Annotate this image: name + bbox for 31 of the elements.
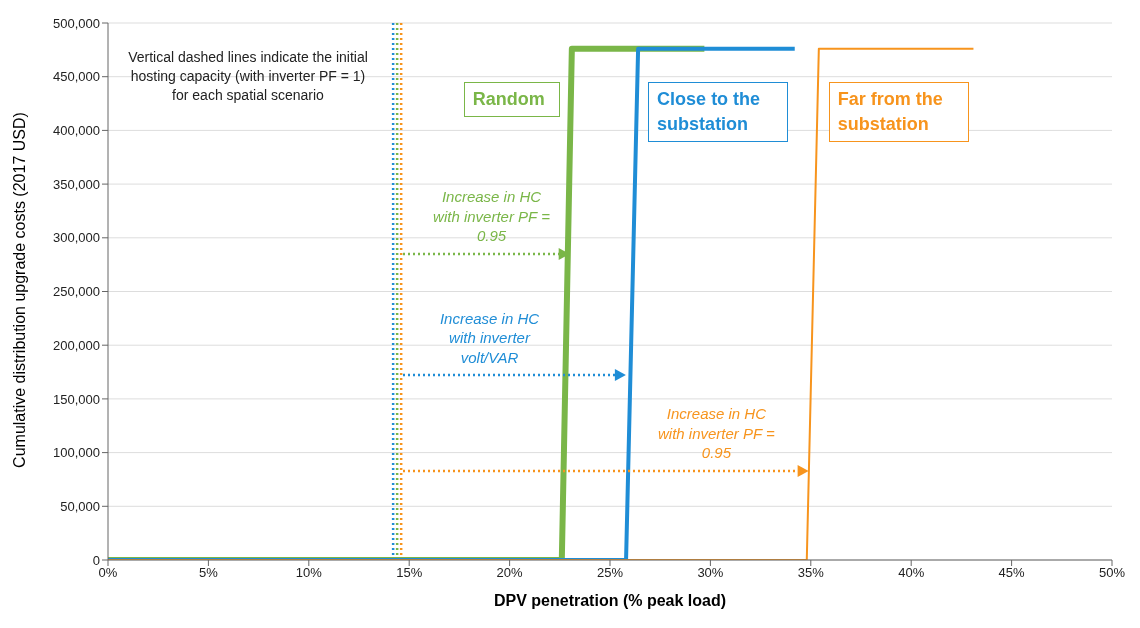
x-tick-label: 10% [295,565,323,581]
series-label: Close to the substation [648,82,789,143]
y-axis-title: Cumulative distribution upgrade costs (2017 USD) [11,110,29,470]
x-tick-label: 35% [797,565,825,581]
series-label: Far from the substation [828,82,969,143]
y-tick-label: 350,000 [53,176,100,192]
y-tick-label: 100,000 [53,445,100,461]
annotation: Increase in HC with inverter PF = 0.95 [432,187,551,246]
x-tick-label: 5% [199,565,219,581]
annotation: Vertical dashed lines indicate the initial hosting capacity (with inverter PF = 1) for each spatial scenario [128,48,368,105]
x-tick-label: 50% [1098,565,1126,581]
y-tick-label: 450,000 [53,69,100,85]
x-axis-title: DPV penetration (% peak load) [492,592,727,610]
annotation: Increase in HC with inverter volt/VAR [438,308,541,368]
x-tick-label: 25% [596,565,624,581]
x-tick-label: 45% [998,565,1026,581]
y-tick-label: 50,000 [60,498,100,514]
series-label: Random [463,82,560,118]
y-tick-label: 500,000 [53,15,100,31]
y-tick-label: 0 [92,552,100,568]
y-tick-label: 200,000 [53,337,100,353]
x-tick-label: 20% [496,565,524,581]
y-tick-label: 300,000 [53,230,100,246]
y-tick-label: 150,000 [53,391,100,407]
x-tick-label: 15% [396,565,423,581]
y-tick-label: 250,000 [53,284,100,300]
x-tick-label: 0% [98,565,118,581]
x-tick-label: 30% [697,565,724,581]
x-tick-label: 40% [898,565,925,581]
annotation: Increase in HC with inverter PF = 0.95 [657,404,776,463]
y-tick-label: 400,000 [53,123,100,139]
